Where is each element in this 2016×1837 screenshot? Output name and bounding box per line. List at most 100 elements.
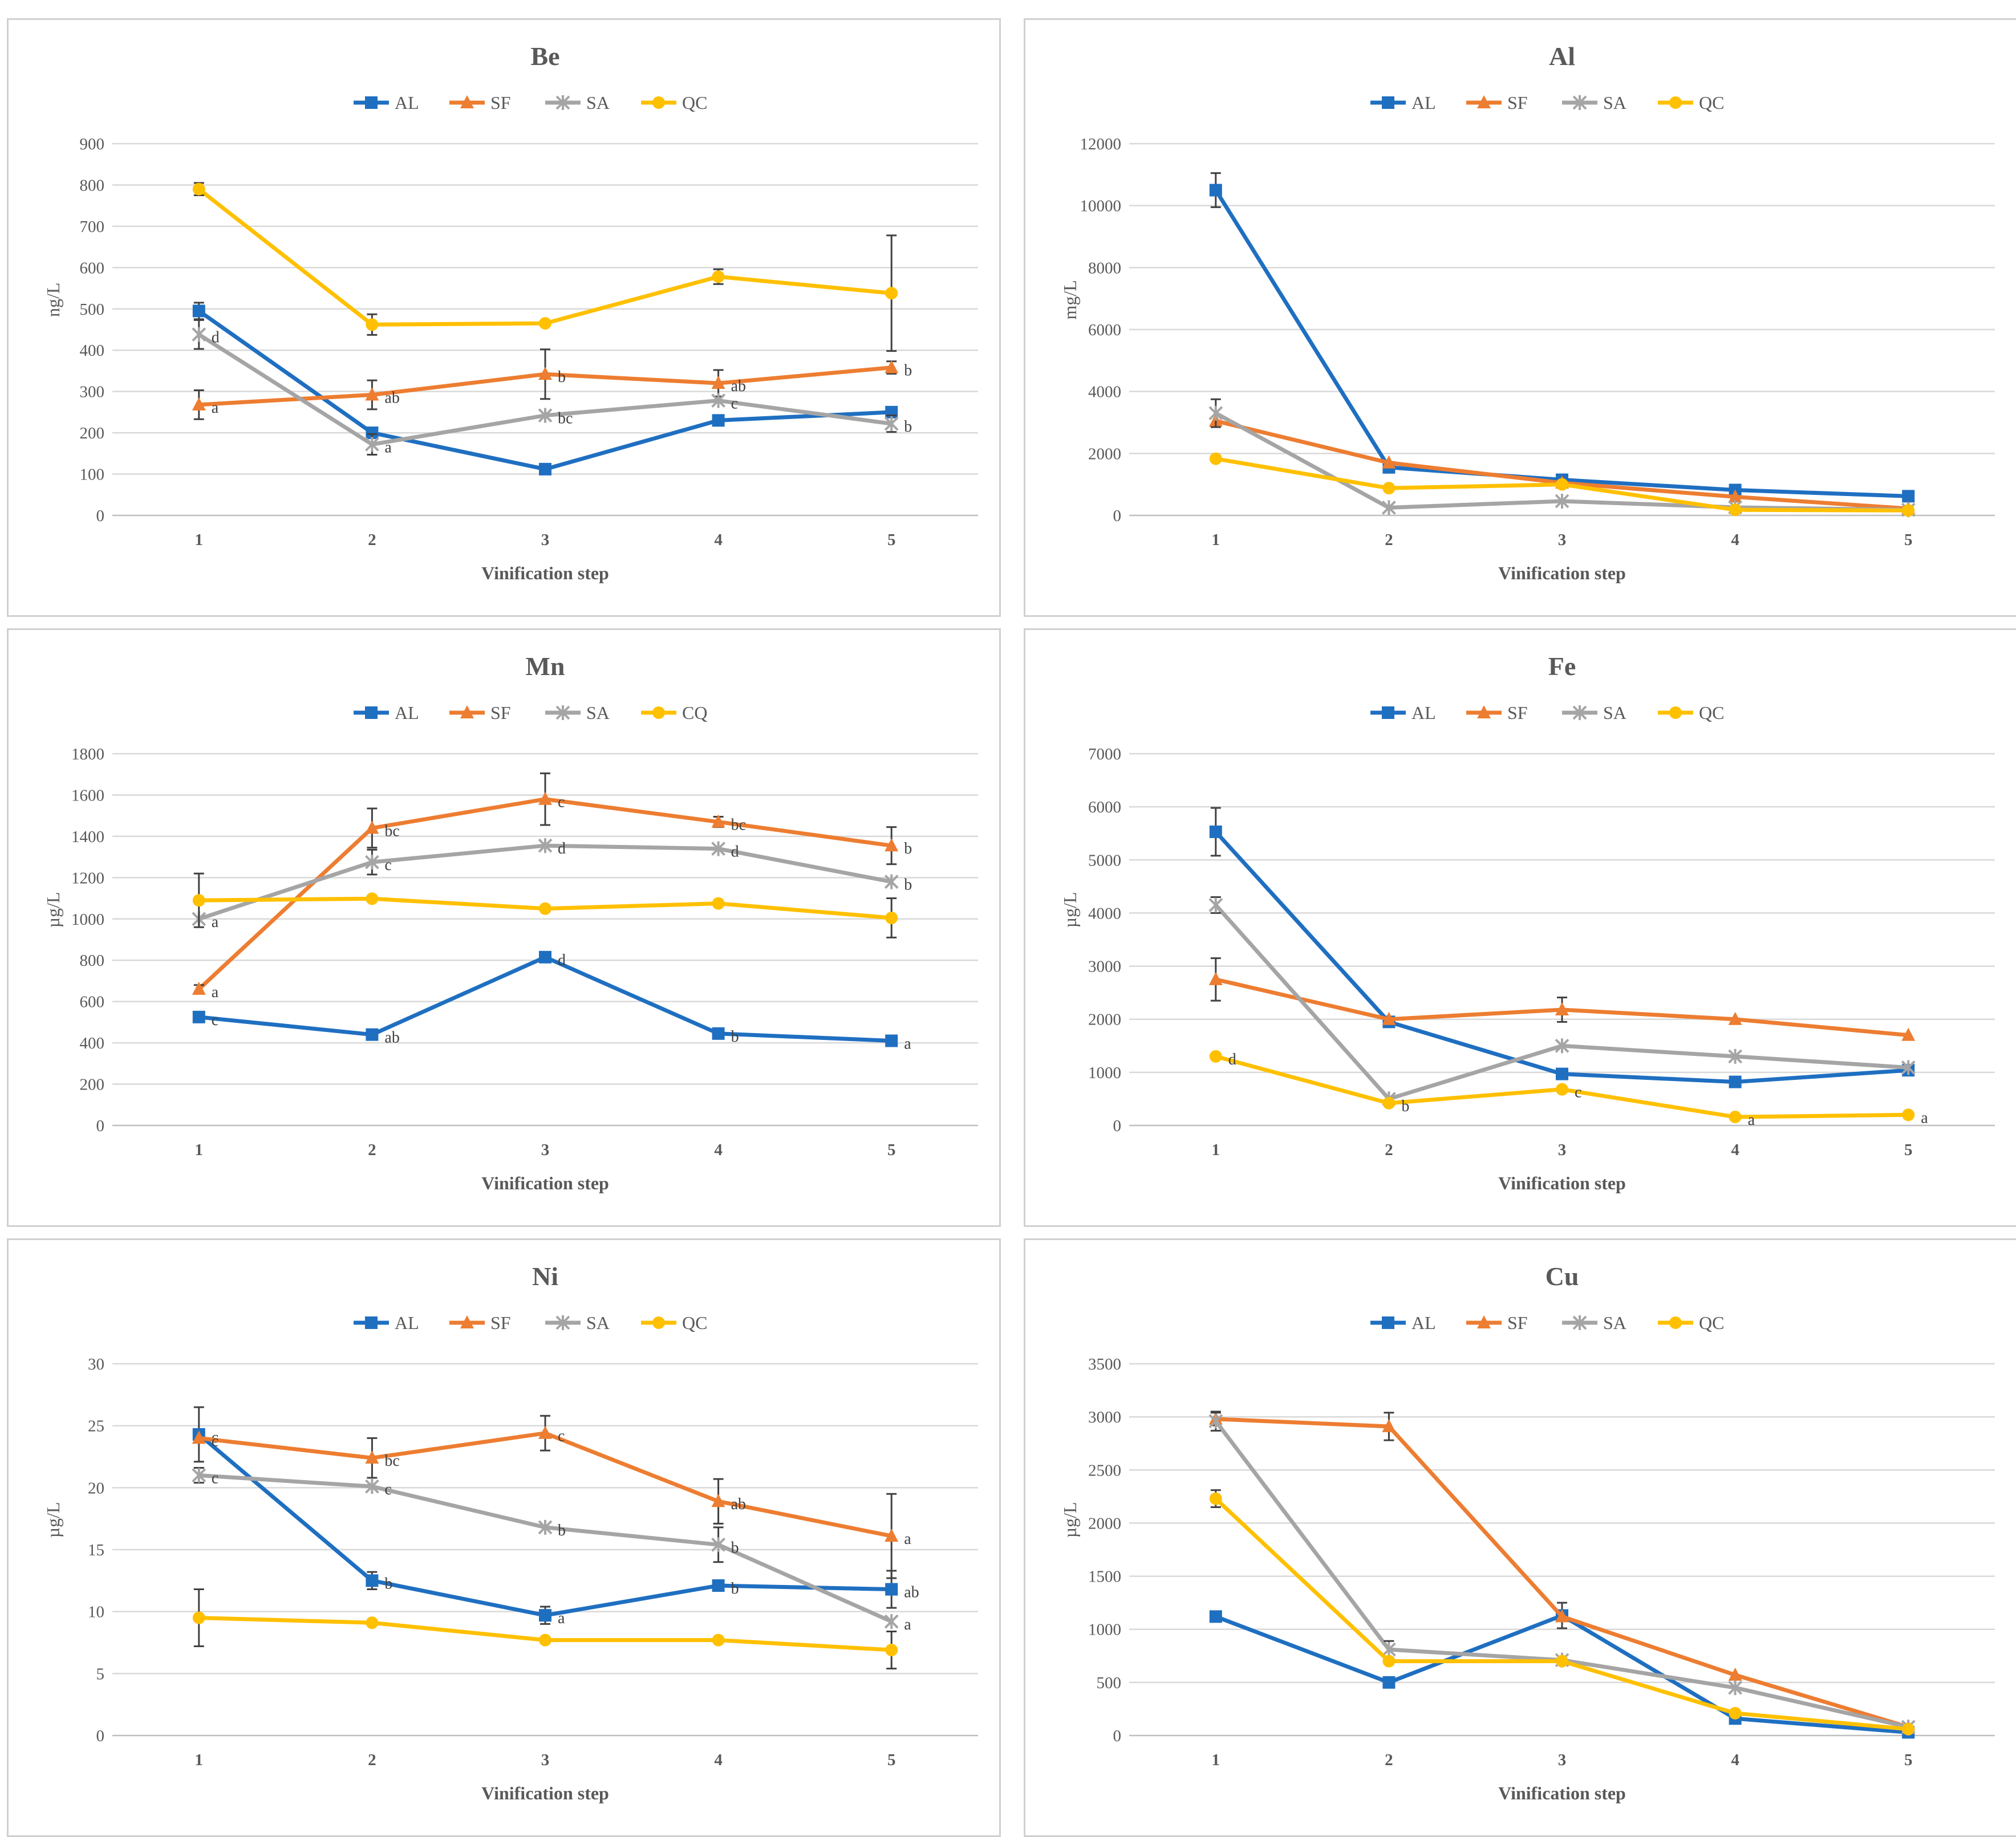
data-point	[539, 951, 551, 964]
data-point	[366, 1616, 378, 1629]
significance-label: b	[904, 840, 912, 857]
legend-marker-al	[1382, 706, 1394, 719]
significance-label: a	[904, 1035, 911, 1052]
chart-title: Cu	[1546, 1262, 1579, 1291]
data-point	[885, 287, 898, 299]
data-point	[885, 1034, 898, 1047]
y-tick-label: 1000	[1088, 1064, 1121, 1082]
data-point	[1382, 1676, 1395, 1689]
y-tick-label: 15	[88, 1541, 104, 1559]
y-tick-label: 900	[80, 135, 105, 153]
y-tick-label: 20	[88, 1479, 104, 1497]
significance-label: b	[731, 1539, 739, 1556]
data-point	[712, 897, 725, 910]
legend-marker-cq	[652, 706, 665, 719]
chart-title: Fe	[1548, 652, 1576, 681]
y-tick-label: 6000	[1088, 798, 1121, 816]
significance-label: b	[904, 418, 912, 436]
data-point	[712, 270, 725, 283]
x-tick-label: 2	[368, 1751, 376, 1769]
x-axis-title: Vinification step	[1498, 1173, 1626, 1193]
chart-title: Mn	[526, 652, 565, 681]
y-tick-label: 0	[96, 1117, 105, 1135]
y-tick-label: 1600	[71, 786, 104, 804]
y-tick-label: 7000	[1088, 745, 1121, 763]
significance-label: c	[558, 1428, 565, 1445]
data-point	[539, 1609, 551, 1621]
y-tick-label: 2000	[1088, 1011, 1121, 1029]
significance-label: b	[731, 1028, 739, 1046]
data-point	[1729, 1076, 1742, 1088]
data-point	[1382, 1097, 1395, 1109]
legend-label-sa: SA	[586, 702, 610, 723]
data-point	[1556, 1655, 1568, 1668]
data-point	[539, 463, 551, 475]
y-tick-label: 300	[80, 383, 105, 401]
data-point	[1382, 1655, 1395, 1668]
y-tick-label: 200	[80, 424, 105, 442]
y-axis-title: µg/L	[1060, 1502, 1080, 1538]
x-tick-label: 4	[1731, 531, 1739, 549]
data-point	[1210, 826, 1222, 838]
y-tick-label: 700	[80, 218, 105, 236]
x-tick-label: 1	[1212, 1751, 1220, 1769]
significance-label: b	[558, 368, 566, 386]
data-point	[193, 894, 205, 907]
y-axis-title: ng/L	[43, 283, 63, 317]
y-tick-label: 500	[1097, 1674, 1122, 1692]
data-point	[885, 1583, 898, 1596]
legend-label-al: AL	[395, 1312, 419, 1333]
significance-label: a	[1921, 1109, 1928, 1127]
data-point	[193, 1011, 205, 1023]
y-tick-label: 5	[96, 1665, 105, 1683]
legend-marker-al	[1382, 1316, 1394, 1329]
legend-label-al: AL	[395, 92, 419, 113]
x-tick-label: 3	[1558, 531, 1567, 549]
significance-label: bc	[384, 1452, 399, 1470]
y-tick-label: 2000	[1088, 445, 1121, 463]
significance-label: d	[1228, 1051, 1236, 1068]
y-tick-label: 1200	[71, 869, 104, 887]
legend-label-sa: SA	[1603, 92, 1626, 113]
data-point	[712, 1634, 725, 1647]
x-tick-label: 4	[714, 531, 723, 549]
significance-label: bc	[558, 410, 573, 428]
x-axis-title: Vinification step	[1498, 563, 1626, 583]
x-tick-label: 5	[887, 1751, 896, 1769]
legend-marker-al	[365, 706, 378, 719]
significance-label: ab	[384, 389, 399, 407]
significance-label: c	[384, 1481, 391, 1498]
significance-label: a	[212, 399, 219, 417]
significance-label: bc	[384, 822, 399, 840]
y-tick-label: 3000	[1088, 958, 1121, 976]
legend-label-sf: SF	[490, 702, 511, 723]
y-tick-label: 800	[80, 176, 105, 194]
x-tick-label: 2	[1385, 1141, 1393, 1159]
legend-marker-qc	[652, 96, 665, 109]
data-point	[1382, 482, 1395, 494]
data-point	[1902, 490, 1914, 502]
significance-label: c	[731, 395, 738, 413]
x-tick-label: 5	[887, 531, 896, 549]
data-point	[885, 1644, 898, 1656]
data-point	[366, 892, 378, 905]
y-tick-label: 4000	[1088, 383, 1121, 401]
legend-label-al: AL	[1411, 92, 1436, 113]
y-tick-label: 10000	[1080, 197, 1122, 216]
x-tick-label: 3	[541, 531, 550, 549]
x-tick-label: 2	[1385, 1751, 1393, 1769]
data-point	[1210, 184, 1222, 197]
y-tick-label: 1000	[71, 911, 104, 929]
significance-label: b	[1401, 1098, 1409, 1115]
data-point	[712, 1027, 725, 1040]
y-tick-label: 2000	[1088, 1514, 1121, 1533]
y-tick-label: 200	[80, 1076, 105, 1094]
significance-label: ab	[904, 1584, 919, 1602]
x-tick-label: 5	[887, 1141, 896, 1159]
significance-label: b	[904, 362, 912, 380]
significance-label: c	[212, 1470, 218, 1488]
